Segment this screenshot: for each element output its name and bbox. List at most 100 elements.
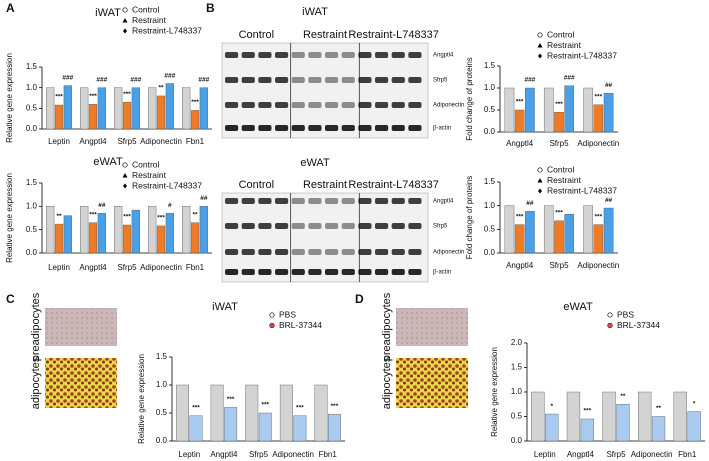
- legend-marker: [607, 322, 613, 329]
- legend-label: PBS: [279, 309, 296, 319]
- significance: **: [620, 393, 626, 400]
- blot-band: [241, 52, 255, 58]
- blot-band: [341, 223, 355, 229]
- y-tick-label: 1.0: [484, 83, 496, 92]
- x-tick-label: Leptin: [178, 450, 200, 459]
- x-tick-label: Sfrp5: [549, 261, 569, 270]
- y-axis-label: Relative gene expression: [137, 354, 146, 444]
- bar: [566, 391, 581, 442]
- bar: [63, 85, 72, 130]
- significance: ##: [200, 195, 208, 202]
- x-tick-label: Angptl4: [567, 450, 595, 459]
- significance: ###: [130, 76, 141, 83]
- legend-marker: [122, 7, 128, 13]
- blot-frame: [221, 192, 429, 283]
- image-label: preadipocytes: [381, 292, 393, 361]
- blot-band: [375, 125, 389, 131]
- significance: ***: [89, 93, 97, 100]
- blot-band: [358, 125, 372, 131]
- bar: [189, 415, 203, 442]
- blot-band: [241, 77, 255, 83]
- blot-band: [258, 77, 272, 83]
- x-tick-label: Fbn1: [319, 450, 338, 459]
- chart-title: eWAT: [93, 156, 123, 168]
- legend-marker: [537, 43, 543, 48]
- blot-band: [291, 269, 305, 275]
- blot-band: [391, 77, 405, 83]
- significance: ##: [605, 197, 613, 204]
- legend-label: Control: [547, 29, 575, 39]
- bar: [673, 391, 687, 442]
- significance: ***: [331, 403, 339, 410]
- bar: [525, 211, 535, 254]
- band-label: Adiponectin: [433, 250, 464, 256]
- bar: [176, 384, 190, 442]
- significance: ***: [261, 402, 269, 409]
- cell-image: [396, 358, 468, 408]
- y-tick-label: 1.5: [26, 62, 38, 71]
- bar: [603, 93, 614, 133]
- legend-marker: [122, 162, 128, 168]
- blot-band: [325, 198, 339, 204]
- blot-band: [275, 125, 289, 131]
- blot-band: [341, 77, 355, 83]
- blot-band: [275, 102, 289, 108]
- significance: *: [550, 403, 553, 410]
- blot-band: [358, 77, 372, 83]
- blot-band: [241, 249, 255, 255]
- cell-image: [45, 358, 117, 408]
- x-tick-label: Angptl4: [506, 261, 534, 270]
- y-tick-label: 1.0: [26, 83, 38, 92]
- significance: ***: [595, 213, 603, 220]
- blot-band: [391, 52, 405, 58]
- blot-band: [308, 52, 322, 58]
- bar: [190, 222, 200, 254]
- blot-band: [225, 77, 239, 83]
- bar: [46, 206, 55, 254]
- legend-label: BRL-37344: [279, 320, 322, 330]
- blot-group: Restraint: [303, 29, 347, 41]
- bar: [199, 206, 208, 254]
- legend-marker: [269, 322, 275, 329]
- y-tick-label: 0.5: [156, 408, 168, 417]
- y-tick-label: 0.5: [26, 103, 38, 112]
- blot-band: [375, 52, 389, 58]
- blot-band: [391, 125, 405, 131]
- bar: [199, 87, 208, 130]
- blot-band: [258, 125, 272, 131]
- bar: [258, 412, 272, 442]
- bar: [148, 206, 157, 254]
- blot-band: [258, 102, 272, 108]
- y-tick-label: 0.0: [484, 248, 496, 257]
- blot-band: [375, 269, 389, 275]
- blot-band: [308, 269, 322, 275]
- blot-band: [225, 102, 239, 108]
- panel-label: D: [355, 292, 364, 306]
- blot-band: [291, 102, 305, 108]
- blot-band: [358, 198, 372, 204]
- bar: [131, 209, 140, 254]
- significance: ***: [191, 99, 199, 106]
- blot-band: [225, 249, 239, 255]
- y-tick-label: 2.0: [511, 338, 523, 347]
- bar: [279, 384, 293, 442]
- bar: [564, 85, 575, 133]
- blot-band: [308, 249, 322, 255]
- significance: *: [693, 400, 696, 407]
- bar: [63, 215, 72, 254]
- y-tick-label: 0.0: [26, 248, 38, 257]
- blot-band: [341, 249, 355, 255]
- x-tick-label: Sfrp5: [549, 139, 569, 148]
- bar: [122, 224, 132, 254]
- bar: [54, 104, 64, 130]
- bar: [156, 95, 166, 130]
- y-tick-label: 1.5: [511, 363, 523, 372]
- blot-band: [341, 102, 355, 108]
- significance: #: [168, 202, 172, 209]
- bar: [182, 87, 191, 130]
- blot-band: [275, 249, 289, 255]
- y-tick-label: 1.0: [156, 380, 168, 389]
- x-tick-label: Adiponectin: [577, 139, 619, 148]
- y-axis-label: Relative gene expression: [490, 347, 499, 437]
